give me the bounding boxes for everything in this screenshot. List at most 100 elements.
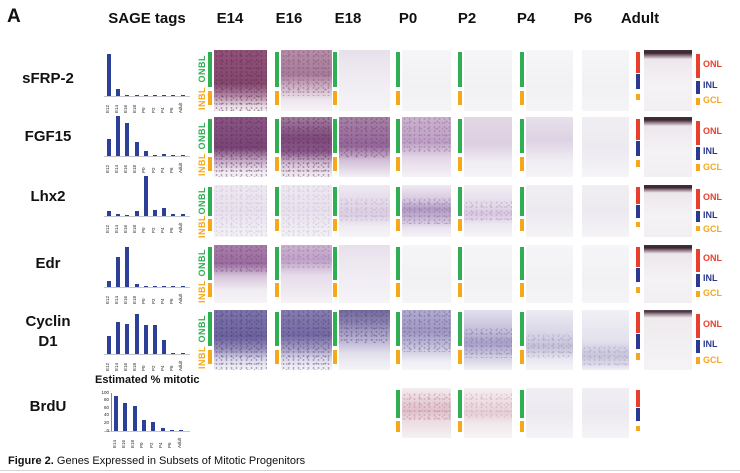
chart-tick-fgf15-p6: P6 [168,167,174,173]
stage-bar-cyclin-d1-e18 [333,312,337,366]
chart-bar-edr-p0 [143,286,148,287]
panel-label: A [7,6,21,27]
gcl-segment [696,290,700,297]
chart-tick-brdu-e16: E16 [120,439,126,448]
chart-tick-fgf15-adult: Adult [178,162,184,173]
inbl-label-text: INBL [196,215,207,239]
brdu-ytick-100: 100 [101,389,109,395]
inbl-marker-segment [208,156,212,171]
adult-layer-bar-brdu [636,390,640,436]
onbl-marker-segment [520,247,524,280]
brdu-chart-title: Estimated % mitotic [95,374,200,386]
gene-label-brdu: BrdU [29,398,67,415]
micrograph-sfrp-2-e18 [339,50,390,111]
inbl-marker-segment [208,219,212,232]
chart-tick-brdu-p2: P2 [148,442,154,448]
stain-speckle [339,117,390,158]
brdu-ytick-20: 20 [103,419,109,425]
column-header-p4: P4 [516,10,536,27]
stage-bar-edr-e16 [275,247,279,299]
inbl-marker-segment [275,156,279,171]
stain-speckle [214,117,267,177]
onbl-marker-segment [275,52,279,87]
gcl-segment [636,160,640,167]
chart-tick-edr-p4: P4 [159,298,165,304]
inbl-marker-segment [208,283,212,297]
chart-bar-edr-e16 [125,247,130,287]
adult-layer-bar-left-sfrp-2 [636,52,640,107]
chart-bar-brdu-p6 [169,430,174,431]
inbl-marker-segment [520,349,524,364]
micrograph-lhx2-p6 [582,185,629,237]
onbl-marker-segment [396,312,400,347]
inl-segment [636,140,640,156]
chart-tick-lhx2-e16: E16 [122,224,128,233]
chart-tick-cyclin-d1-p2: P2 [150,365,156,371]
chart-bar-brdu-e14 [114,396,118,431]
micrograph-cyclin-d1-p4 [526,310,573,370]
inbl-marker-segment [333,156,337,171]
onbl-marker-segment [275,312,279,347]
chart-tick-edr-p2: P2 [150,298,156,304]
onl-segment [636,187,640,205]
micrograph-lhx2-p0 [402,185,451,237]
gcl-label-edr: GCL [703,288,722,299]
onbl-marker-segment [208,119,212,154]
inbl-label: INBL [196,280,208,303]
onbl-marker-segment [458,312,462,347]
chart-bar-brdu-e16 [123,402,128,431]
inbl-marker-segment [275,219,279,232]
chart-bar-brdu-p2 [151,422,156,431]
chart-bar-edr-p6 [171,286,176,287]
chart-tick-lhx2-adult: Adult [178,222,184,233]
inbl-marker-segment [396,219,400,232]
inbl-label: INBL [196,153,208,177]
onbl-marker-segment [458,119,462,154]
chart-baseline-brdu [104,431,190,432]
adult-layer-bar-right-lhx2 [696,187,700,233]
chart-bar-brdu-p4 [160,427,165,431]
chart-tick-sfrp-2-e18: E18 [132,104,138,113]
micrograph-edr-p4 [526,245,573,303]
chart-tick-brdu-p4: P4 [158,442,163,448]
micrograph-sfrp-2-adult [644,50,692,111]
onbl-marker-segment [458,390,462,418]
chart-bar-cyclin-d1-p2 [153,325,157,354]
onbl-marker-segment [458,247,462,280]
stage-bar-fgf15-e14 [208,119,212,173]
stain-speckle [339,310,390,343]
stage-bar-lhx2-p2 [458,187,462,233]
brdu-chart-yaxis [111,393,112,431]
micrograph-sfrp-2-e14 [214,50,267,111]
gene-label-sfrp-2: sFRP-2 [22,70,74,87]
micrograph-fgf15-p4 [526,117,573,177]
stage-bar-fgf15-p4 [520,119,524,173]
inl-segment [636,74,640,90]
inl-segment [636,267,640,283]
inbl-marker-segment [208,349,212,364]
micrograph-lhx2-e16 [281,185,332,237]
stage-bar-sfrp-2-p2 [458,52,462,107]
chart-bar-fgf15-adult [180,155,185,156]
chart-bar-lhx2-e12 [107,211,111,216]
chart-bar-edr-e18 [134,283,139,287]
onbl-label: ONBL [196,186,208,216]
inl-label-sfrp-2: INL [703,79,718,90]
stage-bar-lhx2-e14 [208,187,212,233]
stage-bar-brdu-p4 [520,390,524,434]
micrograph-cyclin-d1-e18 [339,310,390,370]
onbl-marker-segment [520,119,524,154]
stage-bar-lhx2-e16 [275,187,279,233]
stage-bar-edr-p2 [458,247,462,299]
micrograph-cyclin-d1-e14 [214,310,267,370]
inbl-marker-segment [275,283,279,297]
chart-bar-edr-e14 [116,257,121,287]
chart-bar-fgf15-e14 [116,116,121,156]
inbl-label: INBL [196,215,208,239]
chart-bar-lhx2-e18 [134,211,139,216]
chart-bar-lhx2-p0 [143,176,148,216]
inbl-marker-segment [333,349,337,364]
chart-tick-cyclin-d1-e14: E14 [113,362,119,371]
chart-bar-sfrp-2-e12 [107,54,111,96]
stage-bar-sfrp-2-e16 [275,52,279,107]
